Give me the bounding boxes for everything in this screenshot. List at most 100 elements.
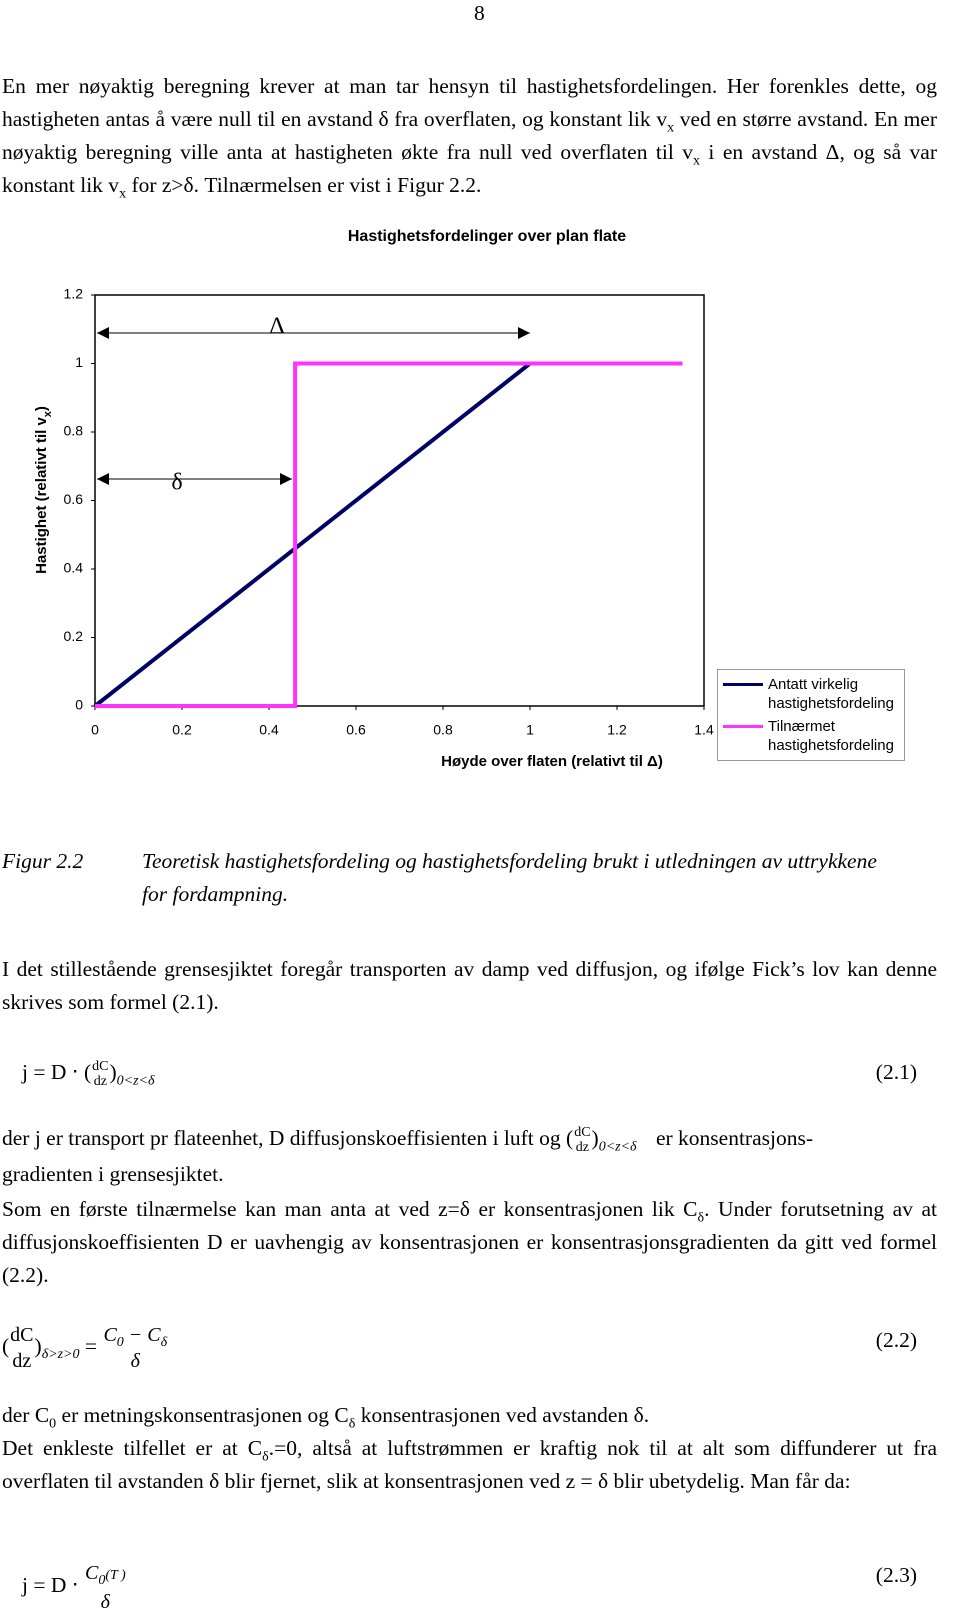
text: j = D ⋅ — [22, 1573, 84, 1598]
paragraph: der C0 er metningskonsentrasjonen og Cδ … — [2, 1399, 937, 1432]
denominator: dz — [12, 1350, 32, 1372]
paragraph: Det enkleste tilfellet er at Cδ.=0, alts… — [2, 1432, 937, 1498]
text: − C — [123, 1324, 161, 1346]
caption-label: Figur 2.2 — [2, 849, 84, 873]
text: .=0, altså at luftstrømmen er kraftig no… — [2, 1436, 937, 1493]
subscript: δ — [348, 1416, 356, 1432]
equation-number: (2.3) — [875, 1563, 917, 1587]
caption-text: Teoretisk hastighetsfordeling og hastigh… — [142, 849, 877, 906]
subscript: x — [667, 120, 675, 136]
text: er konsentrasjons- — [650, 1126, 813, 1150]
legend-entry: Tilnærmet hastighetsfordeling — [718, 715, 904, 757]
subscript: 0 — [116, 1335, 124, 1350]
legend-label: Antatt virkelig hastighetsfordeling — [768, 676, 894, 712]
text: der C — [2, 1403, 50, 1427]
subscript: x — [42, 410, 54, 417]
text: konsentrasjonen ved avstanden δ. — [355, 1403, 650, 1427]
denominator: dz — [575, 1140, 589, 1156]
subscript: 0 — [98, 1573, 106, 1588]
y-tick-label: 1 — [75, 354, 83, 370]
text: . Under forutsetning av at diffusjonskoe… — [2, 1197, 937, 1287]
text: Som en første tilnærmelse kan man anta a… — [2, 1197, 698, 1221]
text: ved en større avstand. En mer nøyaktig b… — [2, 107, 938, 164]
x-axis-label: Høyde over flaten (relativt til Δ) — [441, 753, 663, 770]
equation: j = D ⋅ (dC dz)0<z<δ (2.1) — [2, 1054, 937, 1090]
x-tick-label: 0.8 — [433, 722, 453, 738]
subscript: 0<z<δ — [116, 1073, 155, 1089]
legend-label: Tilnærmet hastighetsfordeling — [768, 718, 894, 754]
subscript: δ — [160, 1335, 168, 1350]
y-tick-label: 0.4 — [64, 560, 84, 576]
text: Det enkleste tilfellet er at C — [2, 1436, 263, 1460]
caption: Figur 2.2 Teoretisk hastighetsfordeling o… — [2, 845, 937, 911]
text: er metningskonsentrasjonen og C — [56, 1403, 349, 1427]
equation-number: (2.2) — [875, 1328, 917, 1352]
annotation: Δ — [269, 314, 284, 340]
page-number: 8 — [474, 1, 485, 25]
subscript: δ>z>0 — [41, 1347, 80, 1363]
y-tick-label: 0.8 — [64, 423, 84, 439]
numerator: C0(T ) — [85, 1560, 126, 1589]
legend: Antatt virkelig hastighetsfordeling Tilnæ… — [717, 669, 905, 761]
x-tick-label: 0.4 — [259, 722, 279, 738]
series-line — [95, 361, 683, 708]
paragraph: I det stillestående grensesjiktet foregå… — [2, 953, 937, 1019]
text: for z>δ. Tilnærmelsen er vist i Figur 2.… — [126, 173, 482, 197]
legend-swatch — [723, 683, 763, 686]
legend-swatch — [723, 725, 763, 728]
text: ) — [33, 406, 50, 411]
x-tick-label: 0.2 — [172, 722, 192, 738]
x-tick-label: 1.4 — [694, 722, 714, 738]
series-line — [93, 361, 683, 708]
subscript: δ — [697, 1210, 705, 1226]
text: ) — [591, 1126, 599, 1150]
x-tick-label: 0.6 — [346, 722, 366, 738]
text: ( — [2, 1333, 10, 1358]
paragraph: Som en første tilnærmelse kan man anta a… — [2, 1193, 937, 1292]
text: Hastighet (relativt til v — [33, 417, 50, 574]
x-tick-label: 0 — [91, 722, 99, 738]
chart: Hastighetsfordelinger over plan flate Hø… — [33, 228, 714, 770]
y-tick-label: 1.2 — [64, 286, 84, 302]
text: I det stillestående grensesjiktet foregå… — [2, 957, 937, 1014]
numerator: dC — [92, 1059, 109, 1075]
text: En mer nøyaktig beregning krever at man … — [2, 74, 937, 131]
annotation: δ — [171, 470, 182, 496]
legend-entry: Antatt virkelig hastighetsfordeling — [718, 673, 904, 715]
subscript: x — [693, 153, 700, 169]
denominator: δ — [100, 1591, 110, 1613]
subscript: x — [119, 186, 127, 202]
text: C — [103, 1324, 117, 1346]
x-tick-label: 1.2 — [607, 722, 627, 738]
equation-number: (2.1) — [875, 1060, 917, 1084]
subscript: δ — [262, 1449, 269, 1465]
text: gradienten i grensesjiktet. — [2, 1162, 224, 1186]
subscript: 0<z<δ — [598, 1139, 637, 1155]
subscript: 0 — [49, 1416, 57, 1432]
text: der j er transport pr flateenhet, D diff… — [2, 1126, 574, 1150]
text: ) — [34, 1333, 42, 1358]
text: C — [84, 1562, 99, 1584]
denominator: dz — [93, 1074, 107, 1090]
text: = — [79, 1333, 103, 1358]
chart-title: Hastighetsfordelinger over plan flate — [348, 228, 626, 245]
text: j = D ⋅ ( — [22, 1060, 92, 1084]
equation: j = D ⋅ C0(T ) δ (2.3) — [2, 1560, 937, 1615]
x-tick-label: 1 — [526, 722, 534, 738]
paragraph: En mer nøyaktig beregning krever at man … — [2, 70, 937, 202]
numerator: C0 − Cδ — [103, 1322, 168, 1350]
y-tick-label: 0.2 — [64, 628, 84, 644]
numerator: dC — [574, 1125, 591, 1141]
plot-frame — [94, 294, 705, 707]
text: (T ) — [105, 1568, 126, 1583]
equation: (dC dz)δ>z>0 = C0 − Cδ δ (2.2) — [2, 1322, 937, 1374]
text: i en avstand Δ, og så var konstant lik v — [2, 140, 938, 197]
text: ) — [109, 1060, 117, 1084]
denominator: δ — [130, 1350, 140, 1372]
paragraph: der j er transport pr flateenhet, D diff… — [2, 1120, 937, 1192]
numerator: dC — [10, 1324, 34, 1346]
y-tick-label: 0.6 — [64, 491, 84, 507]
y-axis-label: Hastighet (relativt til vx) — [33, 406, 54, 574]
y-tick-label: 0 — [75, 697, 83, 713]
